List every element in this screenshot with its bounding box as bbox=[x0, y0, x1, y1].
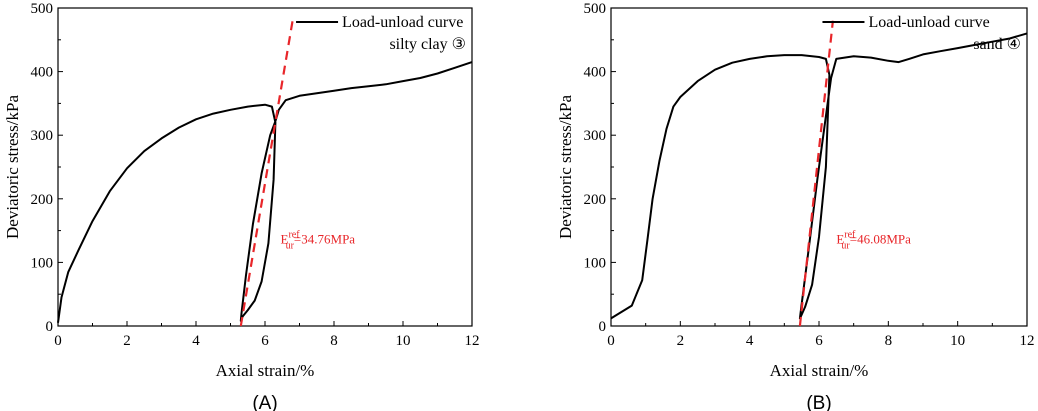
y-tick-label: 400 bbox=[31, 65, 54, 81]
modulus-symbol: E bbox=[836, 231, 844, 246]
modulus-subscript: ur bbox=[841, 240, 850, 251]
x-axis-label: Axial strain/% bbox=[770, 361, 869, 380]
y-tick-label: 500 bbox=[31, 1, 54, 17]
legend-label: Load-unload curve bbox=[868, 14, 989, 31]
x-tick-label: 12 bbox=[465, 333, 480, 349]
y-tick-label: 500 bbox=[584, 1, 607, 17]
plot-frame bbox=[57, 7, 473, 327]
y-axis-label: Deviatoric stress/kPa bbox=[556, 95, 575, 239]
y-tick-label: 100 bbox=[584, 255, 607, 271]
x-tick-label: 2 bbox=[123, 333, 131, 349]
x-tick-label: 8 bbox=[885, 333, 893, 349]
chart-panel-a: 0 2 4 6 8 10 12 0 100 200 300 400 500 Axial strain/% D… bbox=[3, 1, 480, 411]
y-tick-label: 400 bbox=[584, 65, 607, 81]
chart-panel-b: 0 2 4 6 8 10 12 0 100 200 300 400 500 Axial strain/% D… bbox=[556, 1, 1035, 411]
x-tick-label: 0 bbox=[54, 333, 62, 349]
x-tick-label: 10 bbox=[396, 333, 411, 349]
x-tick-label: 6 bbox=[261, 333, 269, 349]
x-tick-label: 6 bbox=[815, 333, 823, 349]
modulus-annotation: Eref ur=34.76MPa bbox=[281, 229, 356, 251]
legend-label: Load-unload curve bbox=[342, 14, 463, 31]
y-tick-label: 100 bbox=[31, 255, 54, 271]
panel-label: (A) bbox=[252, 393, 277, 411]
x-tick-label: 8 bbox=[330, 333, 338, 349]
load-unload-curve bbox=[610, 32, 1028, 320]
legend-sublabel: silty clay ③ bbox=[389, 36, 466, 53]
x-tick-label: 2 bbox=[677, 333, 685, 349]
y-tick-label: 0 bbox=[599, 319, 607, 335]
modulus-superscript: ref bbox=[844, 229, 856, 240]
y-tick-label: 0 bbox=[46, 319, 54, 335]
tangent-line bbox=[239, 20, 294, 327]
x-tick-label: 10 bbox=[950, 333, 965, 349]
x-tick-label: 0 bbox=[607, 333, 615, 349]
y-tick-label: 200 bbox=[31, 192, 54, 208]
tangent-line bbox=[798, 20, 834, 327]
y-tick-label: 300 bbox=[31, 128, 54, 144]
modulus-symbol: E bbox=[281, 231, 289, 246]
modulus-subscript: ur bbox=[286, 240, 295, 251]
x-tick-label: 4 bbox=[192, 333, 200, 349]
modulus-annotation: Eref ur=46.08MPa bbox=[836, 229, 911, 251]
panel-label: (B) bbox=[806, 393, 831, 411]
modulus-value: =34.76MPa bbox=[294, 231, 355, 246]
x-axis-label: Axial strain/% bbox=[216, 361, 315, 380]
load-unload-curve bbox=[57, 61, 473, 323]
y-tick-label: 300 bbox=[584, 128, 607, 144]
modulus-superscript: ref bbox=[288, 229, 300, 240]
y-tick-label: 200 bbox=[584, 192, 607, 208]
x-tick-label: 4 bbox=[746, 333, 754, 349]
modulus-value: =46.08MPa bbox=[850, 231, 911, 246]
legend-sublabel: sand ④ bbox=[973, 36, 1021, 53]
y-axis-label: Deviatoric stress/kPa bbox=[3, 95, 22, 239]
x-tick-label: 12 bbox=[1020, 333, 1035, 349]
